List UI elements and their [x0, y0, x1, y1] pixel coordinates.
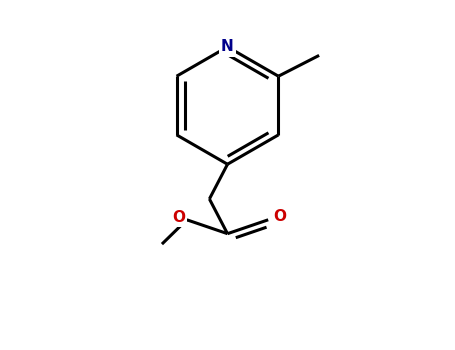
Text: O: O [273, 209, 286, 224]
Text: N: N [221, 40, 234, 54]
Text: O: O [172, 210, 185, 224]
